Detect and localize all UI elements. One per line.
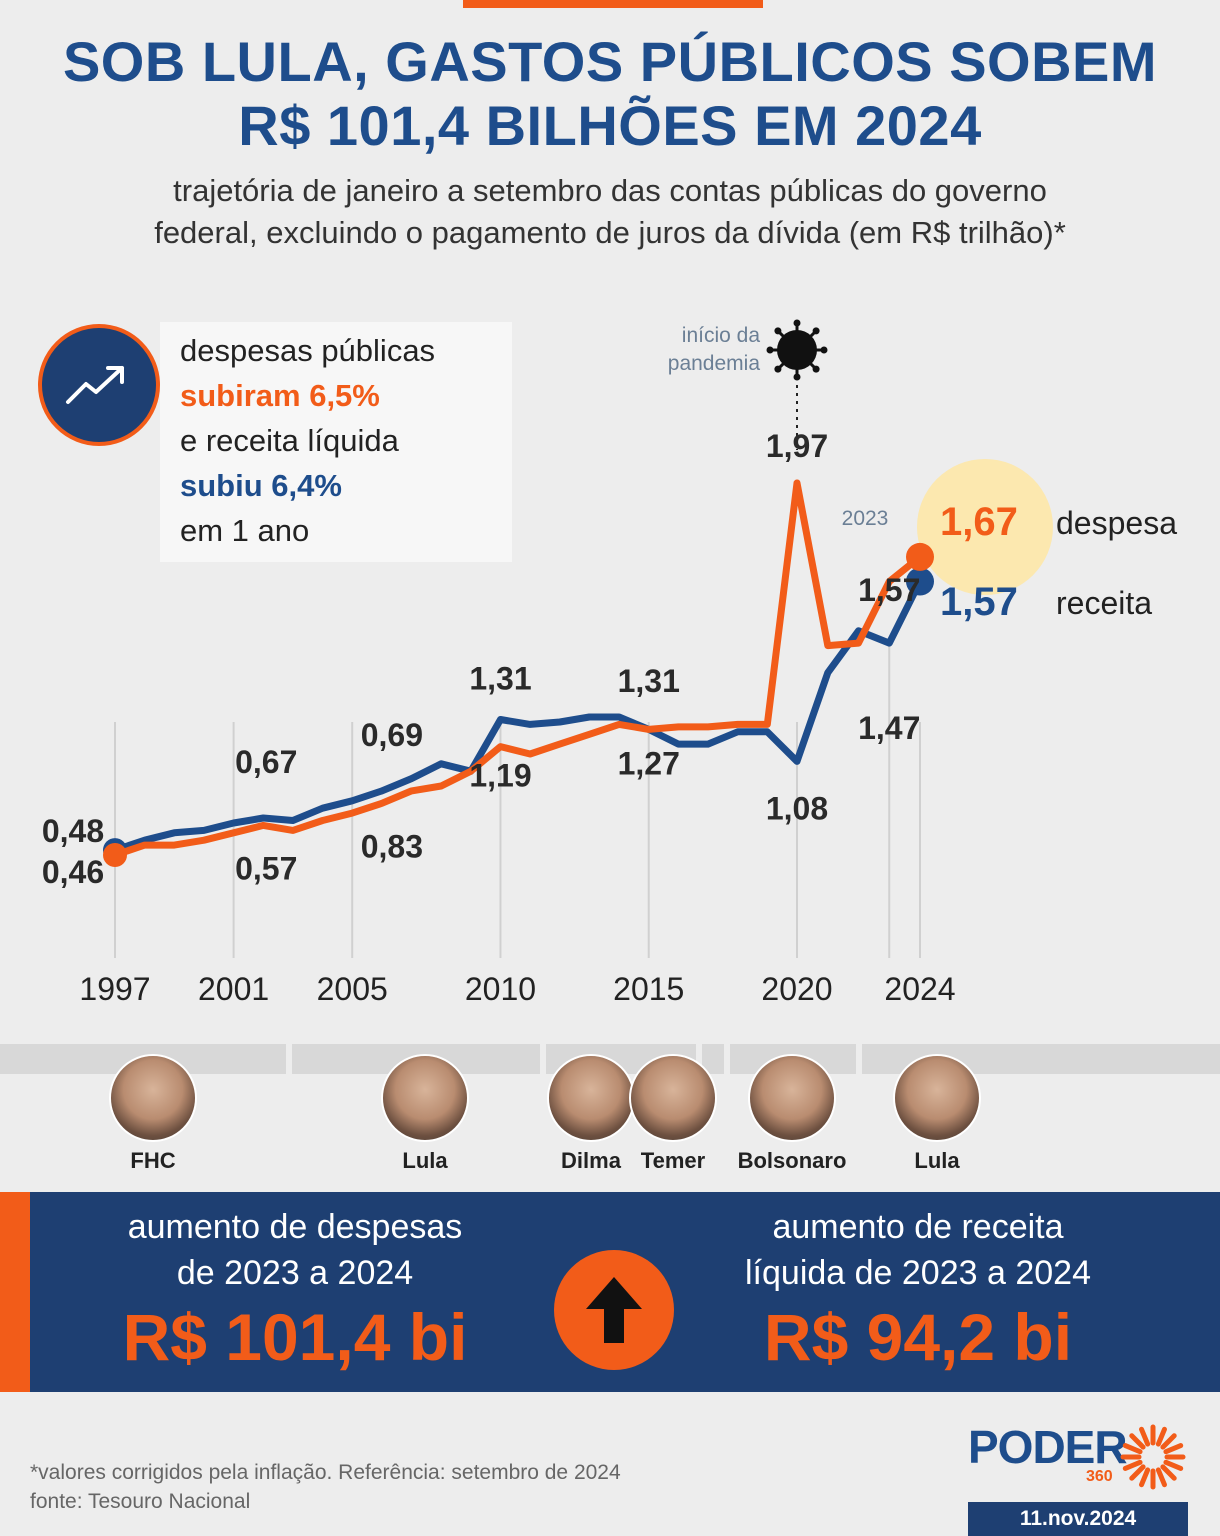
president-photo (629, 1054, 717, 1142)
title-line-1: SOB LULA, GASTOS PÚBLICOS SOBEM (62, 30, 1158, 93)
x-tick-label: 2001 (198, 971, 269, 1007)
x-tick-label: 2024 (884, 971, 955, 1007)
president-lula-3: Lula (882, 1054, 992, 1174)
president-bolsonaro: Bolsonaro (737, 1054, 847, 1174)
sun-logo-icon (1120, 1424, 1186, 1490)
president-photo (109, 1054, 197, 1142)
president-name: Bolsonaro (737, 1148, 847, 1173)
point-label: 0,69 (361, 717, 423, 753)
point-label: 0,83 (361, 828, 423, 864)
series-end-point-despesa (906, 542, 934, 571)
end-value-despesa: 1,67 (940, 500, 1018, 544)
callout-line-2: subiram 6,5% (180, 378, 380, 413)
president-name: Temer (640, 1148, 706, 1173)
callout-box: despesas públicas subiram 6,5% e receita… (160, 322, 512, 562)
series-line-despesa (111, 479, 924, 859)
date-badge: 11.nov.2024 (968, 1502, 1188, 1536)
callout-line-3: e receita líquida (180, 423, 399, 458)
point-label: 1,97 (766, 428, 828, 464)
line-chart: 1997 2001 2005 2010 2015 2020 2024 início da pan… (42, 319, 1053, 1007)
subtitle-line-2: federal, excluindo o pagamento de juros … (154, 215, 1066, 250)
point-label: 1,08 (766, 790, 828, 826)
year-2023-label: 2023 (842, 507, 889, 530)
callout-line-5: em 1 ano (180, 513, 310, 548)
top-accent-bar (463, 0, 763, 8)
end-name-despesa: despesa (1056, 505, 1177, 541)
point-label: 1,19 (469, 758, 531, 794)
footnote-source: fonte: Tesouro Nacional (30, 1490, 251, 1513)
president-lula-1: Lula (370, 1054, 480, 1174)
callout-line-1: despesas públicas (180, 333, 436, 368)
president-name: Lula (914, 1148, 960, 1173)
president-name: Dilma (561, 1148, 621, 1173)
president-photo (748, 1054, 836, 1142)
end-name-receita: receita (1056, 585, 1153, 621)
virus-body (777, 330, 817, 370)
title-line-2: R$ 101,4 BILHÕES EM 2024 (238, 94, 982, 157)
point-label: 0,67 (235, 744, 297, 780)
summary-despesas: aumento de despesas de 2023 a 2024 R$ 10… (60, 1204, 530, 1378)
summary-accent (0, 1192, 30, 1392)
point-label: 0,46 (42, 854, 104, 890)
x-tick-label: 2020 (761, 971, 832, 1007)
president-fhc: FHC (98, 1054, 208, 1174)
series-end-point-receita (906, 567, 934, 596)
pandemic-annotation-line-2: pandemia (668, 352, 761, 375)
footnote: *valores corrigidos pela inflação. Refer… (30, 1458, 621, 1516)
callout-line-4: subiu 6,4% (180, 468, 342, 503)
point-label: 1,57 (858, 572, 920, 608)
president-photo (547, 1054, 635, 1142)
summary-left-line-2: de 2023 a 2024 (176, 1254, 414, 1292)
summary-right-line-1: aumento de receita (772, 1208, 1064, 1246)
president-name: FHC (130, 1148, 176, 1173)
series-start-point-despesa (103, 843, 127, 867)
point-label: 1,31 (618, 663, 680, 699)
page-title: SOB LULA, GASTOS PÚBLICOS SOBEM R$ 101,4… (0, 30, 1220, 158)
pandemic-annotation-line-1: início da (682, 324, 761, 347)
poder360-logo: PODER 360 (968, 1420, 1186, 1490)
summary-right-line-2: líquida de 2023 a 2024 (745, 1254, 1091, 1292)
president-photo (381, 1054, 469, 1142)
x-tick-label: 2005 (317, 971, 388, 1007)
footnote-note: *valores corrigidos pela inflação. Refer… (30, 1461, 621, 1484)
president-dilma: Dilma (536, 1054, 646, 1174)
summary-left-value: R$ 101,4 bi (122, 1300, 468, 1374)
x-tick-label: 2015 (613, 971, 684, 1007)
summary-left-line-1: aumento de despesas (127, 1208, 463, 1246)
president-name: Lula (402, 1148, 448, 1173)
point-label: 0,57 (235, 850, 297, 886)
point-label: 0,48 (42, 813, 104, 849)
logo-360: 360 (1086, 1468, 1113, 1485)
x-tick-label: 2010 (465, 971, 536, 1007)
end-value-receita: 1,57 (940, 580, 1018, 624)
point-label: 1,27 (618, 745, 680, 781)
president-photo (893, 1054, 981, 1142)
end-highlight-circle (917, 459, 1053, 595)
summary-right-value: R$ 94,2 bi (763, 1300, 1073, 1374)
point-label: 1,31 (469, 661, 531, 697)
point-label: 1,47 (858, 710, 920, 746)
trend-up-icon (38, 324, 160, 446)
series-line-receita (111, 578, 924, 854)
summary-receita: aumento de receita líquida de 2023 a 202… (683, 1204, 1153, 1378)
x-tick-label: 1997 (79, 971, 150, 1007)
arrow-up-icon (554, 1250, 674, 1370)
logo-word: PODER (968, 1421, 1128, 1473)
subtitle-line-1: trajetória de janeiro a setembro das con… (173, 173, 1047, 208)
subtitle: trajetória de janeiro a setembro das con… (40, 170, 1180, 254)
term-bar-temer (702, 1044, 724, 1074)
president-temer: Temer (618, 1054, 728, 1174)
